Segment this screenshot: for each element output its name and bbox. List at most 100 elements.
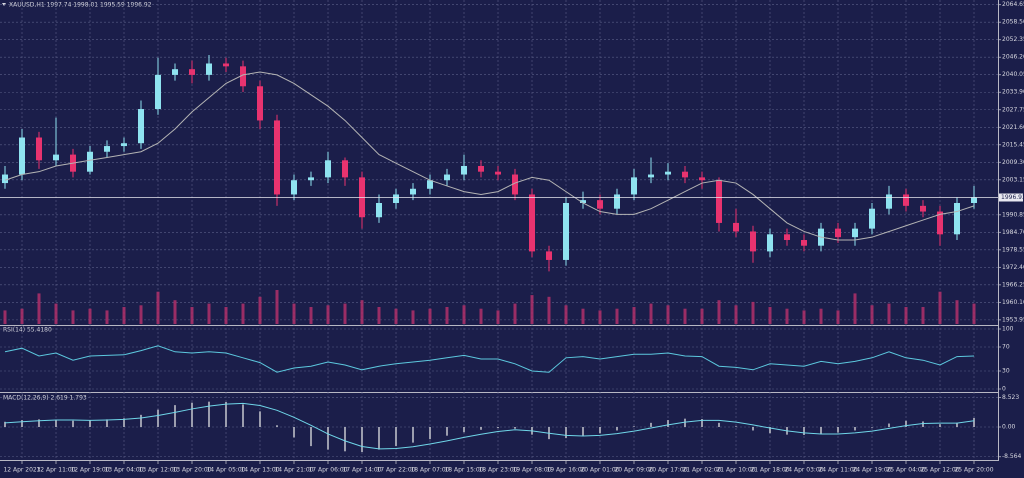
- candle-body: [563, 202, 569, 260]
- volume-bar: [666, 305, 670, 324]
- volume-bar: [37, 293, 41, 324]
- macd-histogram-bar: [820, 427, 822, 434]
- candle-body: [733, 222, 739, 232]
- macd-histogram-bar: [412, 427, 414, 443]
- candle-body: [138, 109, 144, 144]
- macd-histogram-bar: [582, 427, 584, 436]
- x-tick-label: 17 Apr 06:00: [308, 467, 347, 474]
- volume-bar: [190, 307, 194, 324]
- volume-bar: [819, 308, 823, 324]
- volume-bar: [224, 307, 228, 324]
- x-tick-label: 21 Apr 10:00: [716, 467, 755, 474]
- macd-histogram-bar: [939, 424, 941, 427]
- candle-body: [206, 63, 212, 75]
- volume-bar: [309, 307, 313, 324]
- volume-bar: [3, 310, 7, 324]
- candle-body: [648, 174, 654, 178]
- x-tick-label: 25 Apr 20:00: [954, 467, 993, 474]
- volume-bar: [870, 305, 874, 324]
- candle-body: [631, 177, 637, 195]
- volume-bar: [377, 307, 381, 324]
- candle-body: [886, 194, 892, 209]
- macd-histogram-bar: [395, 427, 397, 447]
- candle-body: [410, 188, 416, 195]
- candle-body: [87, 151, 93, 172]
- volume-bar: [598, 310, 602, 324]
- volume-bar: [207, 303, 211, 324]
- rsi-line: [4, 345, 975, 373]
- candle-body: [325, 160, 331, 178]
- volume-bar: [122, 307, 126, 324]
- x-tick-label: 21 Apr 18:00: [750, 467, 789, 474]
- macd-histogram-bar: [480, 427, 482, 430]
- candle-body: [750, 231, 756, 252]
- x-tick-label: 24 Apr 03:00: [784, 467, 823, 474]
- macd-histogram-bar: [956, 422, 958, 427]
- y-tick-label: 1953.95: [1002, 316, 1024, 323]
- candle-body: [172, 69, 178, 75]
- candle-body: [597, 200, 603, 209]
- y-tick-label: 8.523: [1002, 394, 1019, 401]
- volume-bar: [836, 310, 840, 324]
- volume-bar: [513, 303, 517, 324]
- y-tick-label: 0: [1002, 386, 1006, 393]
- volume-bar: [258, 296, 262, 324]
- macd-histogram-bar: [293, 427, 295, 438]
- y-tick-label: 2058.50: [1002, 19, 1024, 26]
- x-tick-label: 24 Apr 11:00: [818, 467, 857, 474]
- volume-bar: [496, 310, 500, 324]
- candle-body: [512, 174, 518, 195]
- volume-bar: [887, 303, 891, 324]
- macd-histogram-bar: [344, 427, 346, 452]
- volume-bar: [105, 310, 109, 324]
- volume-bar: [71, 310, 75, 324]
- x-tick-label: 14 Apr 13:00: [240, 467, 279, 474]
- macd-histogram-bar: [276, 425, 278, 427]
- macd-histogram-bar: [446, 427, 448, 436]
- macd-histogram-bar: [361, 427, 363, 453]
- x-tick-label: 14 Apr 21:00: [274, 467, 313, 474]
- candle-body: [529, 194, 535, 252]
- volume-bar: [768, 307, 772, 324]
- x-tick-label: 25 Apr 04:00: [886, 467, 925, 474]
- x-tick-label: 12 Apr 2023: [3, 467, 40, 474]
- macd-histogram-bar: [174, 405, 176, 427]
- macd-histogram-bar: [191, 402, 193, 427]
- x-tick-label: 19 Apr 16:00: [546, 467, 585, 474]
- macd-histogram-bar: [718, 422, 720, 427]
- volume-bar: [428, 308, 432, 324]
- candle-body: [937, 211, 943, 235]
- volume-bar: [751, 301, 755, 324]
- x-tick-label: 19 Apr 08:00: [512, 467, 551, 474]
- macd-histogram-bar: [735, 426, 737, 427]
- volume-bar: [360, 300, 364, 324]
- candle-body: [291, 180, 297, 195]
- candle-body: [903, 194, 909, 206]
- macd-histogram-bar: [123, 418, 125, 427]
- candle-body: [767, 234, 773, 252]
- macd-histogram-bar: [633, 426, 635, 427]
- volume-bar: [564, 305, 568, 324]
- y-tick-label: 2009.30: [1002, 159, 1024, 166]
- volume-bar: [955, 300, 959, 324]
- macd-histogram-bar: [752, 427, 754, 431]
- macd-histogram-bar: [854, 427, 856, 431]
- y-tick-label: 2052.35: [1002, 36, 1024, 43]
- candle-body: [444, 174, 450, 181]
- y-tick-label: 1978.55: [1002, 246, 1024, 253]
- x-tick-label: 17 Apr 14:00: [342, 467, 381, 474]
- macd-histogram-bar: [72, 420, 74, 427]
- x-tick-label: 24 Apr 19:00: [852, 467, 891, 474]
- moving-average: [4, 71, 975, 241]
- chart-title: XAUUSD,H1 1997.74 1998.01 1995.59 1996.9…: [9, 2, 152, 9]
- macd-histogram-bar: [463, 427, 465, 433]
- candle-body: [308, 177, 314, 181]
- macd-histogram-bar: [803, 427, 805, 435]
- macd-histogram-bar: [599, 427, 601, 434]
- volume-bar: [411, 310, 415, 324]
- candle-body: [274, 120, 280, 195]
- volume-bar: [649, 303, 653, 324]
- candle-body: [121, 143, 127, 147]
